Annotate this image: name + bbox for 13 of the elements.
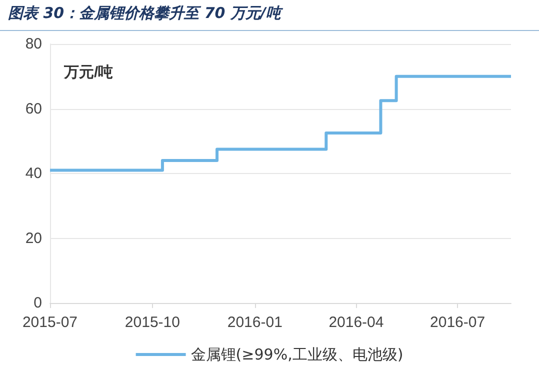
y-tick-label: 20 xyxy=(25,230,42,247)
y-axis-title: 万元/吨 xyxy=(63,64,114,81)
legend-label: 金属锂(≥99%,工业级、电池级) xyxy=(190,346,404,364)
x-tick-label: 2016-07 xyxy=(430,314,486,331)
y-tick-label: 40 xyxy=(25,165,42,182)
chart-title: 图表 30：金属锂价格攀升至 70 万元/吨 xyxy=(8,4,281,23)
x-tick-label: 2015-07 xyxy=(22,314,78,331)
y-tick-label: 60 xyxy=(25,100,42,118)
y-tick-label: 0 xyxy=(34,294,42,312)
x-tick-label: 2015-10 xyxy=(124,314,180,331)
x-tick-label: 2016-04 xyxy=(328,314,384,331)
x-tick-label: 2016-01 xyxy=(227,314,282,331)
y-tick-label: 80 xyxy=(25,36,42,52)
